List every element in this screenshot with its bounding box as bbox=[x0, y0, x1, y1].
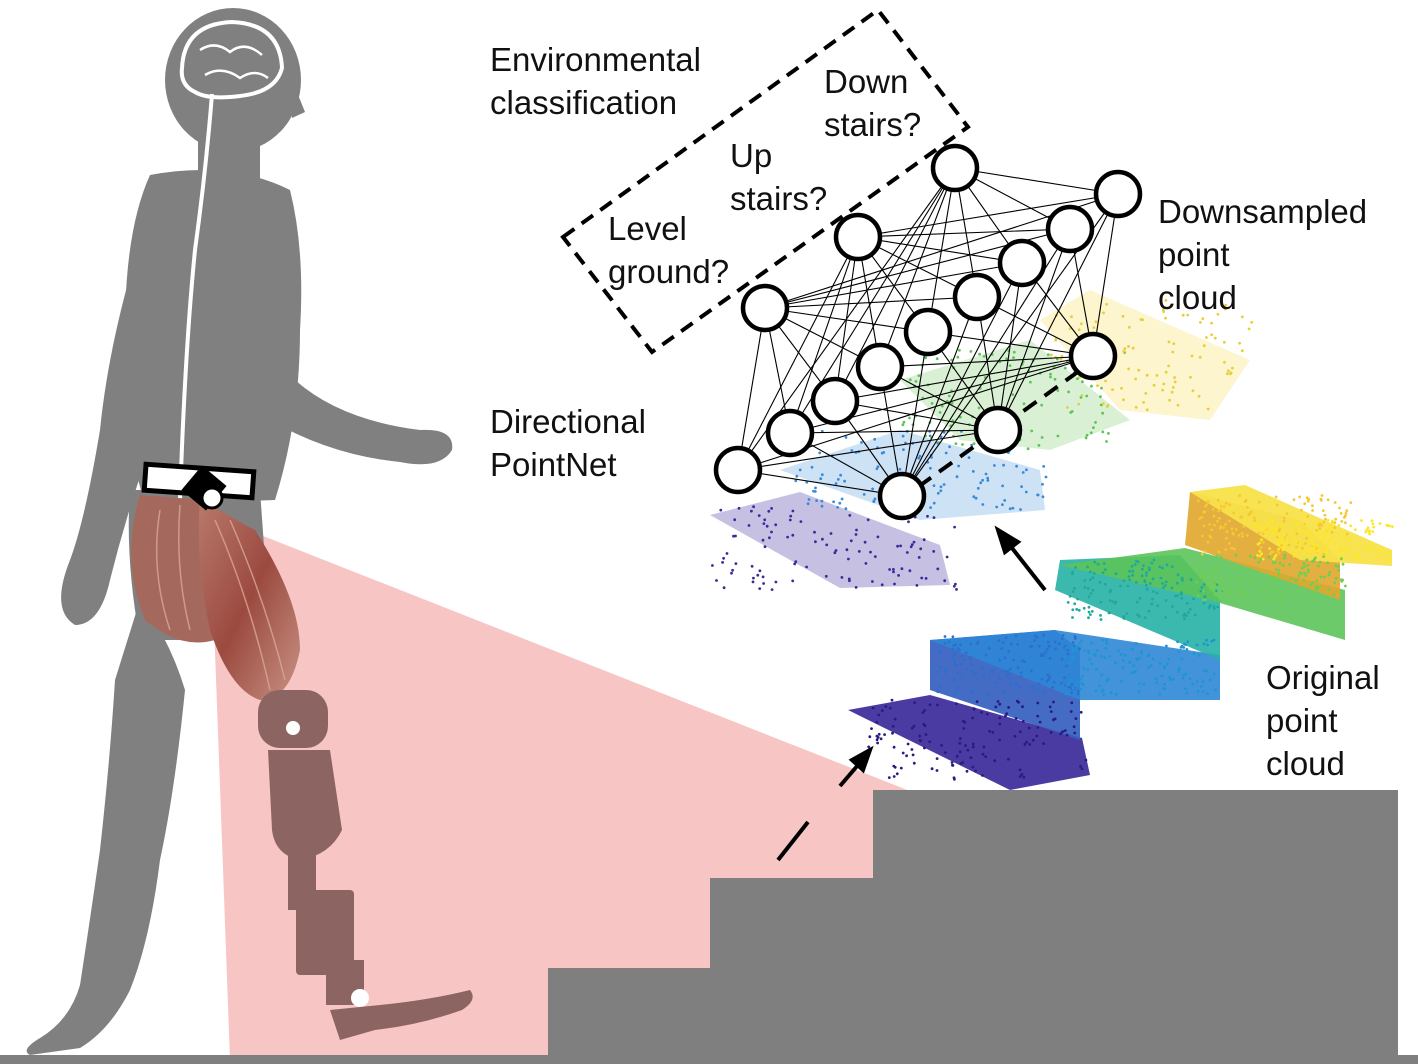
output-node bbox=[740, 283, 790, 333]
hidden-node bbox=[952, 272, 1002, 322]
hidden-node bbox=[713, 445, 763, 495]
prosthetic-leg-icon bbox=[258, 690, 473, 1040]
hidden-node bbox=[1093, 169, 1143, 219]
level-ground-label: Level ground? bbox=[608, 207, 729, 293]
arrow-to-downsampled-cloud-icon bbox=[994, 525, 1047, 592]
output-node bbox=[930, 143, 980, 193]
downsampled-line-2: point bbox=[1158, 236, 1230, 273]
depth-camera-icon bbox=[141, 461, 257, 511]
up-line-2: stairs? bbox=[730, 180, 828, 217]
downsampled-point-cloud-label: Downsampled point cloud bbox=[1158, 190, 1367, 319]
pointnet-line-1: Directional bbox=[490, 403, 646, 440]
thigh-muscle-overlay bbox=[131, 495, 300, 700]
downsampled-cloud-texture bbox=[711, 298, 1254, 591]
stairs bbox=[548, 790, 1398, 1060]
down-line-1: Down bbox=[824, 63, 909, 100]
hidden-node bbox=[1045, 204, 1095, 254]
point-cloud-texture bbox=[867, 494, 1394, 781]
downsampled-line-3: cloud bbox=[1158, 279, 1237, 316]
original-line-3: cloud bbox=[1266, 745, 1345, 782]
original-line-2: point bbox=[1266, 702, 1338, 739]
output-node bbox=[833, 212, 883, 262]
sampling-dashed-line bbox=[916, 364, 1088, 489]
env-line-1: Environmental bbox=[490, 41, 701, 78]
down-stairs-label: Down stairs? bbox=[824, 60, 921, 146]
hidden-node bbox=[903, 307, 953, 357]
original-point-cloud-label: Original point cloud bbox=[1266, 656, 1380, 785]
input-node bbox=[877, 471, 927, 521]
arrow-to-original-cloud-icon bbox=[776, 745, 874, 862]
hidden-node bbox=[855, 342, 905, 392]
directional-pointnet-label: Directional PointNet bbox=[490, 400, 646, 486]
downsampled-line-1: Downsampled bbox=[1158, 193, 1368, 230]
spinal-cord bbox=[178, 93, 214, 501]
environmental-classification-label: Environmental classification bbox=[490, 38, 701, 124]
hidden-node bbox=[810, 376, 860, 426]
down-line-2: stairs? bbox=[824, 106, 922, 143]
pointnet-line-2: PointNet bbox=[490, 446, 617, 483]
hidden-node bbox=[765, 408, 815, 458]
env-line-2: classification bbox=[490, 84, 678, 121]
classification-box bbox=[560, 7, 971, 355]
hidden-node bbox=[997, 238, 1047, 288]
up-line-1: Up bbox=[730, 137, 773, 174]
brain-icon bbox=[179, 19, 285, 100]
pointnet-nodes bbox=[713, 143, 1143, 521]
input-node bbox=[1068, 331, 1118, 381]
level-line-1: Level bbox=[608, 210, 687, 247]
original-line-1: Original bbox=[1266, 659, 1380, 696]
input-node bbox=[973, 405, 1023, 455]
original-point-cloud bbox=[848, 485, 1392, 790]
up-stairs-label: Up stairs? bbox=[730, 134, 827, 220]
level-line-2: ground? bbox=[608, 253, 730, 290]
